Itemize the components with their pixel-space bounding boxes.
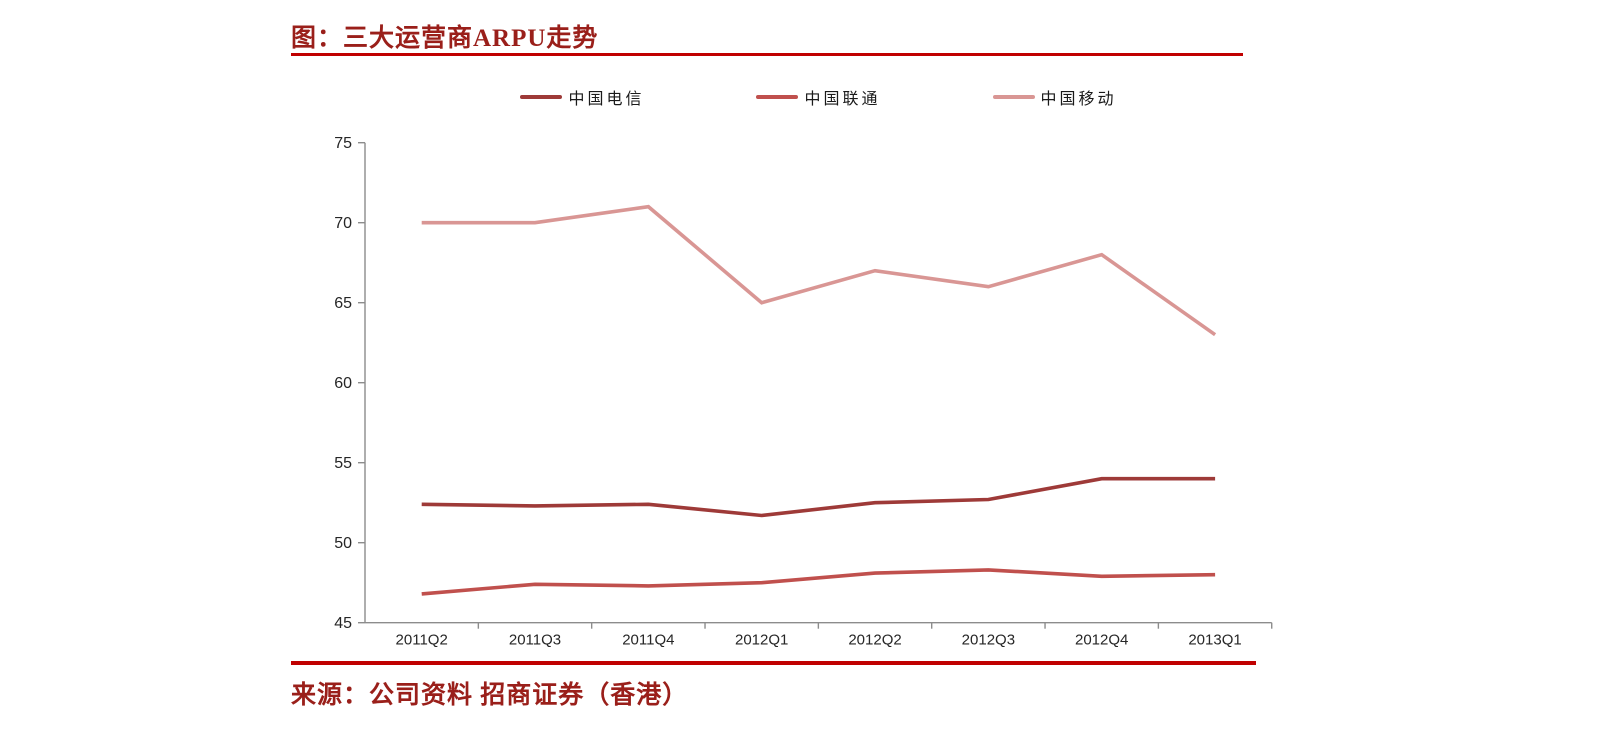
series-line-中国联通: [421, 568, 1216, 596]
source-note: 来源：公司资料 招商证券（香港）: [291, 682, 689, 709]
legend-item: 中国联通: [756, 85, 880, 109]
chart-legend: 中国电信 中国联通 中国移动: [365, 84, 1272, 110]
x-tick-label: 2011Q4: [622, 632, 674, 649]
title-divider-rule: [291, 53, 1243, 56]
legend-label: 中国电信: [568, 91, 645, 108]
x-tick-label: 2012Q1: [735, 632, 788, 649]
y-tick-label: 60: [334, 375, 352, 392]
y-tick-label: 55: [334, 455, 352, 472]
legend-label: 中国移动: [1040, 91, 1117, 108]
x-tick-label: 2011Q3: [509, 632, 561, 649]
chart-title: 图：三大运营商ARPU走势: [291, 25, 599, 52]
series-line-中国移动: [421, 204, 1217, 337]
x-tick-label: 2012Q3: [962, 632, 1015, 649]
legend-label: 中国联通: [804, 91, 881, 108]
series-line-中国电信: [421, 476, 1216, 518]
y-tick-label: 50: [334, 535, 352, 552]
x-tick-label: 2012Q2: [848, 632, 901, 649]
x-tick-label: 2013Q1: [1188, 632, 1241, 649]
y-tick-label: 65: [334, 295, 352, 312]
legend-swatch-icon: [520, 95, 563, 99]
y-tick-label: 75: [334, 135, 352, 152]
footer-divider-rule: [291, 661, 1256, 665]
x-tick-label: 2011Q2: [396, 632, 448, 649]
y-tick-label: 45: [334, 615, 352, 632]
legend-swatch-icon: [992, 95, 1035, 99]
legend-item: 中国电信: [520, 85, 644, 109]
legend-item: 中国移动: [992, 85, 1117, 109]
y-tick-label: 70: [334, 215, 352, 232]
x-tick-label: 2012Q4: [1075, 632, 1128, 649]
legend-swatch-icon: [756, 95, 799, 99]
